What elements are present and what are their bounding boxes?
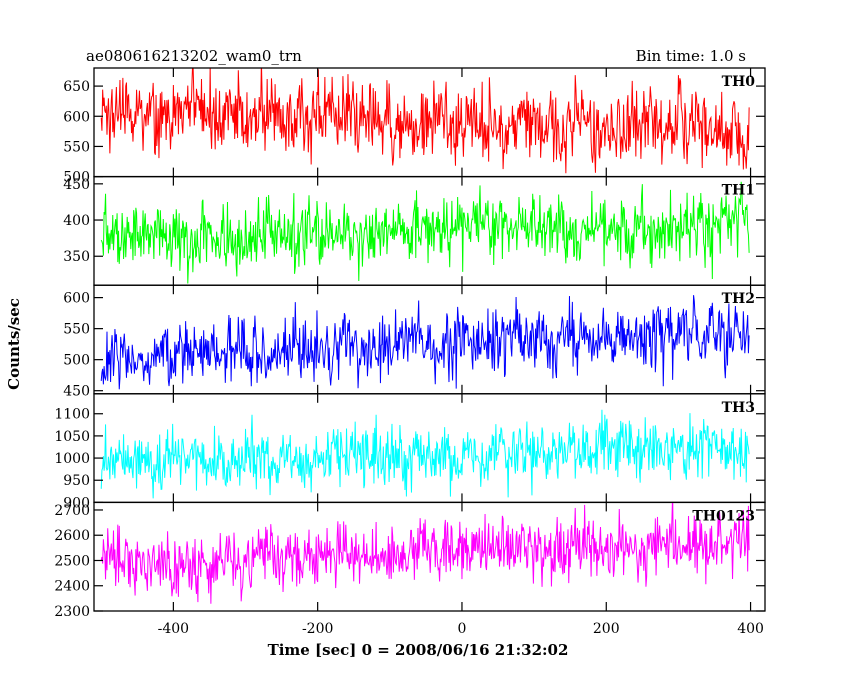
bin-time-label: Bin time: 1.0 s	[636, 47, 746, 65]
y-tick-label: 450	[63, 384, 90, 400]
series-line-th3	[100, 409, 750, 499]
series-line-th2	[100, 295, 750, 390]
y-tick-label: 2600	[54, 528, 90, 544]
x-tick-label: 200	[593, 621, 620, 637]
y-tick-label: 500	[63, 353, 90, 369]
series-line-th1	[100, 181, 750, 284]
y-tick-label: 2300	[54, 604, 90, 620]
y-tick-label: 350	[63, 249, 90, 265]
panel-label-th0: TH0	[722, 74, 756, 90]
y-tick-label: 2400	[54, 579, 90, 595]
y-tick-label: 1100	[54, 407, 90, 423]
y-tick-label: 450	[63, 177, 90, 193]
y-tick-label: 1050	[54, 429, 90, 445]
y-tick-label: 600	[63, 109, 90, 125]
x-tick-label: -200	[302, 621, 333, 637]
chart-title: ae080616213202_wam0_trn	[86, 47, 302, 65]
y-tick-label: 2700	[54, 503, 90, 519]
panel-label-th3: TH3	[722, 400, 755, 416]
y-tick-label: 550	[63, 322, 90, 338]
y-tick-label: 600	[63, 291, 90, 307]
series-line-th0123	[100, 502, 750, 604]
y-tick-label: 900	[63, 495, 90, 511]
y-tick-label: 550	[63, 139, 90, 155]
panel-label-th2: TH2	[722, 291, 755, 307]
y-tick-label: 400	[63, 213, 90, 229]
y-tick-label: 2500	[54, 553, 90, 569]
x-tick-label: 400	[737, 621, 764, 637]
panel-label-th0123: TH0123	[692, 508, 755, 524]
x-tick-label: -400	[158, 621, 189, 637]
y-tick-label: 650	[63, 79, 90, 95]
x-tick-label: 0	[458, 621, 467, 637]
y-tick-label: 500	[63, 170, 90, 186]
y-tick-label: 1000	[54, 451, 90, 467]
y-axis-label: Counts/sec	[5, 298, 23, 390]
y-tick-label: 950	[63, 473, 90, 489]
series-line-th0	[100, 68, 750, 174]
panel-frame-th0123	[93, 501, 766, 612]
panel-label-th1: TH1	[722, 183, 755, 199]
x-axis-label: Time [sec] 0 = 2008/06/16 21:32:02	[268, 641, 569, 659]
